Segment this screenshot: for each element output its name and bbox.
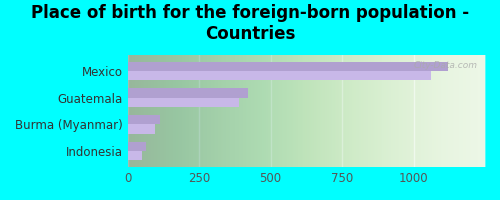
Bar [128, 62, 448, 71]
Text: City-Data.com: City-Data.com [414, 61, 478, 70]
Bar [128, 98, 239, 107]
Bar [128, 124, 155, 134]
Text: Place of birth for the foreign-born population -
Countries: Place of birth for the foreign-born popu… [31, 4, 469, 43]
Bar [128, 71, 430, 80]
Bar [128, 151, 142, 160]
Bar [128, 115, 160, 124]
Bar [128, 88, 248, 98]
Bar [128, 142, 146, 151]
